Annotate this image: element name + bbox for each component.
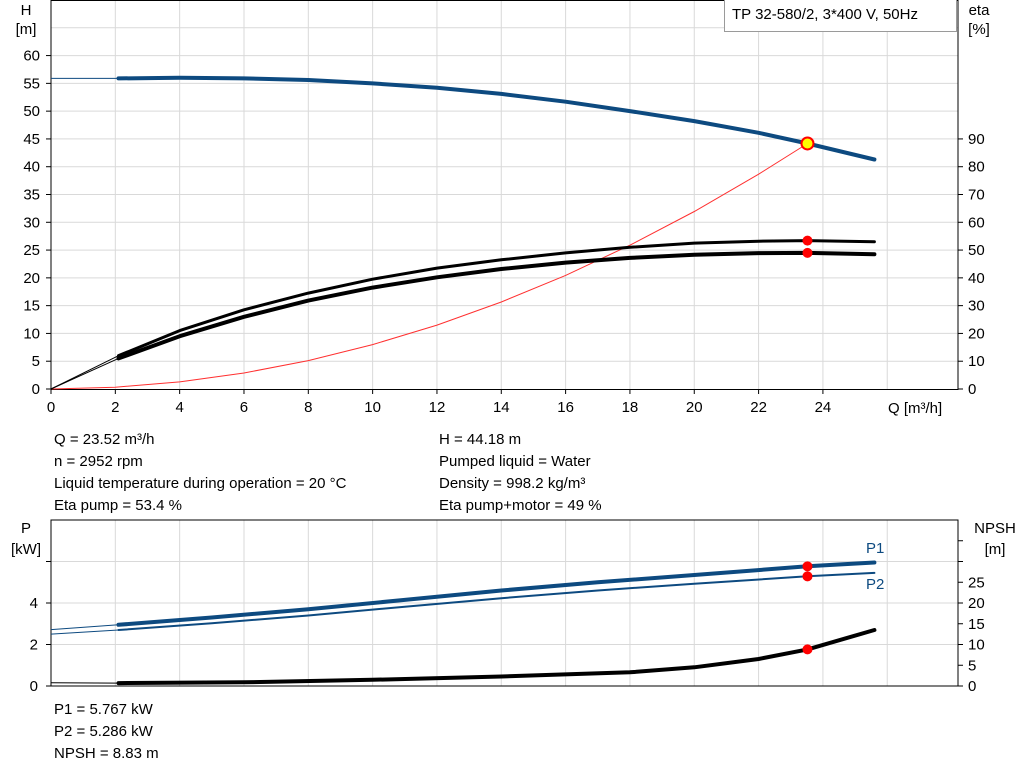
head-curve — [116, 75, 877, 162]
eta-tick-label: 30 — [968, 298, 985, 315]
p2-curve-label: P2 — [866, 576, 884, 593]
npsh-tick-label: 15 — [968, 616, 985, 633]
p-tick-label: 2 — [30, 637, 38, 654]
x-tick-label: 22 — [750, 399, 767, 416]
h-tick-label: 25 — [23, 242, 40, 259]
npsh-tick-label: 20 — [968, 595, 985, 612]
h-axis-label: H — [21, 2, 32, 19]
info-flow: Q = 23.52 m³/h — [54, 431, 155, 448]
p-axis-label: P — [21, 520, 31, 537]
eta-tick-label: 10 — [968, 353, 985, 370]
p1-curve — [116, 560, 877, 627]
x-tick-label: 12 — [429, 399, 446, 416]
eta-tick-label: 40 — [968, 270, 985, 287]
h-tick-label: 60 — [23, 48, 40, 65]
h-tick-label: 45 — [23, 131, 40, 148]
h-tick-label: 15 — [23, 298, 40, 315]
eta-axis-label: eta — [969, 2, 991, 19]
npsh-axis-label: NPSH — [974, 520, 1016, 537]
eta-tick-label: 60 — [968, 214, 985, 231]
x-tick-label: 14 — [493, 399, 510, 416]
npsh-tick-label: 0 — [968, 678, 976, 695]
info-speed: n = 2952 rpm — [54, 453, 143, 470]
eta-tick-label: 90 — [968, 131, 985, 148]
pump-title-box: TP 32-580/2, 3*400 V, 50Hz — [724, 0, 957, 32]
h-tick-label: 40 — [23, 159, 40, 176]
h-axis-unit: [m] — [16, 21, 37, 38]
x-tick-label: 4 — [175, 399, 183, 416]
p2-curve-extension — [50, 629, 119, 635]
system-curve — [50, 143, 808, 390]
info-density: Density = 998.2 kg/m³ — [439, 475, 586, 492]
x-tick-label: 18 — [622, 399, 639, 416]
eta-tick-label: 70 — [968, 187, 985, 204]
npsh-tick-label: 25 — [968, 574, 985, 591]
duty-point-marker — [800, 136, 815, 151]
info-liquid: Pumped liquid = Water — [439, 453, 591, 470]
eta-pump-motor-curve-extension — [50, 357, 119, 390]
npsh-axis-unit: [m] — [985, 541, 1006, 558]
info-left: Q = 23.52 m³/h n = 2952 rpm Liquid tempe… — [54, 429, 346, 517]
p1-curve-extension — [50, 624, 119, 631]
eta-tick-label: 20 — [968, 325, 985, 342]
eta-pump-motor-duty-marker — [802, 247, 813, 258]
h-tick-label: 50 — [23, 103, 40, 120]
q-axis-label: Q [m³/h] — [888, 400, 942, 417]
p-axis-unit: [kW] — [11, 541, 41, 558]
eta-tick-label: 50 — [968, 242, 985, 259]
h-tick-label: 30 — [23, 214, 40, 231]
x-tick-label: 6 — [240, 399, 248, 416]
x-tick-label: 8 — [304, 399, 312, 416]
info-p2: P2 = 5.286 kW — [54, 723, 153, 740]
x-tick-label: 0 — [47, 399, 55, 416]
p2-duty-marker — [802, 571, 813, 582]
info-eta-pump: Eta pump = 53.4 % — [54, 497, 182, 514]
eta-pump-curve — [117, 239, 876, 358]
curves — [50, 75, 877, 686]
h-tick-label: 10 — [23, 325, 40, 342]
x-tick-label: 16 — [557, 399, 574, 416]
info-npsh: NPSH = 8.83 m — [54, 745, 159, 762]
h-tick-label: 55 — [23, 75, 40, 92]
npsh-curve — [116, 628, 877, 686]
bottom-grid: 0 2 4 0 5 10 15 20 25 — [30, 519, 985, 695]
info-eta-pump-motor: Eta pump+motor = 49 % — [439, 497, 602, 514]
npsh-tick-label: 5 — [968, 657, 976, 674]
eta-pump-motor-curve — [116, 250, 877, 361]
x-tick-label: 2 — [111, 399, 119, 416]
p1-duty-marker — [802, 561, 813, 572]
info-temperature: Liquid temperature during operation = 20… — [54, 475, 347, 492]
eta-tick-label: 80 — [968, 159, 985, 176]
p1-curve-label: P1 — [866, 540, 884, 557]
h-tick-label: 20 — [23, 270, 40, 287]
info-head: H = 44.18 m — [439, 431, 522, 448]
info-bottom: P1 = 5.767 kW P2 = 5.286 kW NPSH = 8.83 … — [54, 699, 159, 765]
eta-axis-unit: [%] — [968, 21, 990, 38]
x-tick-label: 24 — [815, 399, 832, 416]
npsh-tick-label: 10 — [968, 637, 985, 654]
npsh-duty-marker — [802, 644, 813, 655]
x-tick-label: 20 — [686, 399, 703, 416]
p-tick-label: 4 — [30, 595, 38, 612]
h-tick-label: 35 — [23, 187, 40, 204]
top-grid: 0 2 4 6 8 10 12 14 16 18 20 22 240510152025303540455… — [23, 0, 985, 416]
x-tick-label: 10 — [364, 399, 381, 416]
eta-pump-duty-marker — [802, 235, 813, 246]
info-p1: P1 = 5.767 kW — [54, 701, 153, 718]
p-tick-label: 0 — [30, 678, 38, 695]
eta-tick-label: 0 — [968, 381, 976, 398]
h-tick-label: 0 — [32, 381, 40, 398]
h-tick-label: 5 — [32, 353, 40, 370]
p2-curve — [117, 571, 876, 631]
info-right: H = 44.18 m Pumped liquid = Water Densit… — [439, 429, 602, 517]
